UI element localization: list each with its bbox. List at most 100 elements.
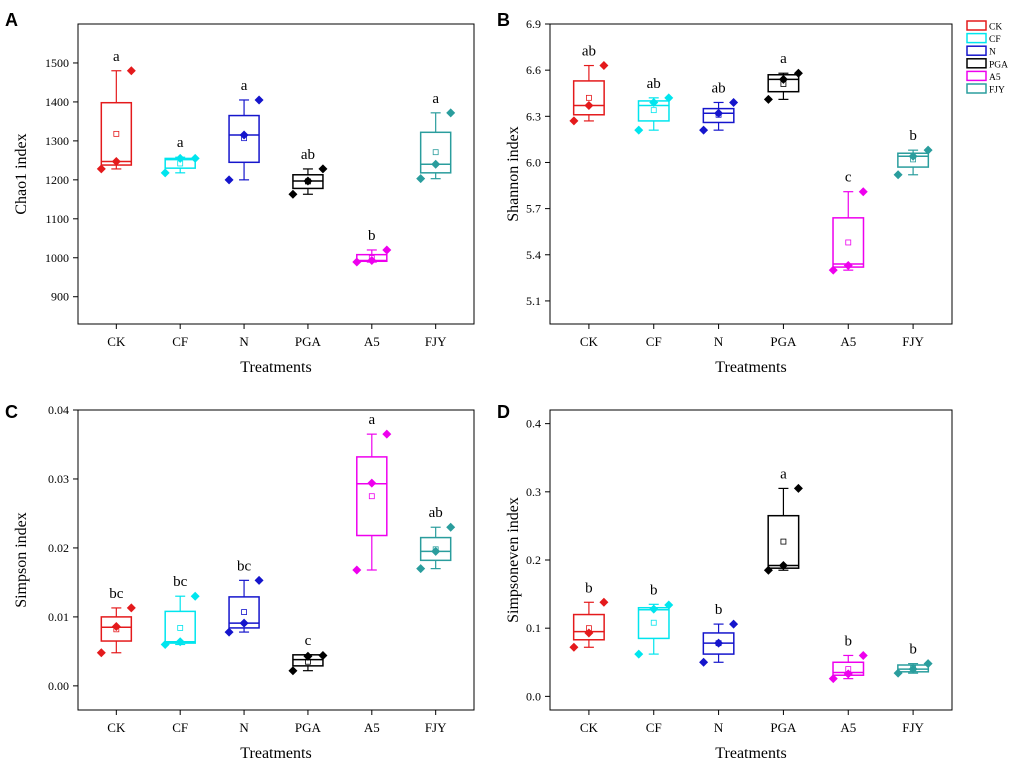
x-axis-title: Treatments	[715, 359, 786, 376]
data-point	[111, 622, 121, 632]
box-fjy: b	[893, 642, 933, 678]
data-point	[254, 95, 264, 105]
data-point	[569, 642, 579, 652]
x-tick-label: CK	[107, 720, 126, 735]
panel-c: C 0.00 0.01 0.02 0.03 0.04 CK CF N PGA A5 FJY Treatm…	[5, 402, 475, 762]
data-point	[714, 108, 724, 118]
y-tick-label: 0.1	[526, 621, 541, 635]
data-point	[634, 125, 644, 135]
box-fjy: b	[893, 128, 933, 180]
x-tick-label: FJY	[902, 720, 924, 735]
data-point	[239, 618, 249, 628]
box-body	[100, 616, 133, 642]
y-tick-label: 1200	[45, 173, 69, 187]
data-point	[649, 97, 659, 107]
box-body	[100, 101, 133, 166]
legend-swatch	[966, 45, 987, 56]
y-axis-title: Chao1 index	[13, 133, 30, 214]
x-tick-label: N	[239, 720, 249, 735]
box-body	[572, 80, 605, 116]
legend: CK CF N PGA A5 FJY	[964, 17, 1016, 99]
y-axis-title: Simpson index	[13, 512, 30, 608]
data-point	[793, 68, 803, 78]
data-point	[893, 668, 903, 678]
y-tick-label: 6.6	[526, 63, 541, 77]
plot-frame	[77, 23, 475, 325]
mean-marker	[368, 493, 375, 500]
legend-label: CK	[989, 23, 1002, 33]
panel-letter: A	[5, 10, 18, 30]
y-tick-label: 0.0	[526, 689, 541, 703]
box-cf: ab	[634, 76, 674, 135]
mean-marker	[845, 239, 852, 246]
significance-letter: b	[909, 642, 917, 658]
box-cf: b	[634, 582, 674, 659]
mean-marker	[432, 149, 439, 156]
data-point	[664, 93, 674, 103]
data-point	[190, 153, 200, 163]
y-tick-label: 6.3	[526, 109, 541, 123]
data-point	[224, 175, 234, 185]
box-pga: c	[288, 633, 328, 676]
y-tick-label: 0.02	[48, 541, 69, 555]
x-tick-label: PGA	[295, 334, 322, 349]
data-point	[828, 674, 838, 684]
legend-label: CF	[989, 35, 1001, 45]
significance-letter: a	[368, 412, 375, 428]
box-cf: a	[160, 135, 200, 178]
data-point	[858, 187, 868, 197]
data-point	[160, 639, 170, 649]
data-point	[239, 130, 249, 140]
significance-letter: ab	[647, 76, 661, 92]
mean-marker	[241, 609, 247, 615]
data-point	[584, 628, 594, 638]
x-axis-title: Treatments	[715, 745, 786, 762]
plot-frame	[549, 409, 953, 711]
data-point	[288, 666, 298, 676]
box-pga: ab	[288, 147, 328, 199]
y-tick-label: 5.1	[526, 294, 541, 308]
data-point	[96, 648, 106, 658]
x-tick-label: FJY	[425, 720, 447, 735]
legend-label: A5	[989, 73, 1001, 83]
box-pga: a	[763, 466, 803, 575]
x-axis-title: Treatments	[240, 745, 311, 762]
data-point	[634, 649, 644, 659]
data-point	[367, 255, 377, 265]
data-point	[763, 565, 773, 575]
data-point	[729, 619, 739, 629]
mean-marker	[650, 619, 657, 626]
significance-letter: bc	[173, 574, 188, 590]
data-point	[778, 560, 788, 570]
box-ck: b	[569, 580, 609, 652]
data-point	[569, 116, 579, 126]
data-point	[318, 164, 328, 174]
data-point	[778, 74, 788, 84]
y-tick-label: 0.01	[48, 610, 69, 624]
legend-label: PGA	[989, 60, 1008, 70]
legend-swatch	[966, 58, 987, 69]
box-a5: b	[352, 228, 392, 267]
box-ck: ab	[569, 44, 609, 126]
data-point	[446, 522, 456, 532]
y-tick-label: 0.03	[48, 472, 69, 486]
significance-letter: bc	[109, 586, 124, 602]
data-point	[908, 664, 918, 674]
y-tick-label: 6.9	[526, 17, 541, 31]
data-point	[843, 261, 853, 271]
legend-label: FJY	[989, 86, 1005, 96]
significance-letter: ab	[429, 505, 443, 521]
data-point	[858, 650, 868, 660]
legend-swatch	[966, 32, 987, 44]
x-tick-label: CK	[580, 720, 599, 735]
significance-letter: c	[845, 170, 852, 186]
mean-marker	[113, 130, 120, 137]
significance-letter: bc	[237, 558, 252, 574]
box-body	[832, 217, 865, 268]
significance-letter: a	[432, 91, 439, 107]
x-tick-label: A5	[840, 334, 856, 349]
x-tick-label: A5	[840, 720, 856, 735]
data-point	[828, 265, 838, 275]
significance-letter: b	[368, 228, 376, 244]
data-point	[664, 600, 674, 610]
